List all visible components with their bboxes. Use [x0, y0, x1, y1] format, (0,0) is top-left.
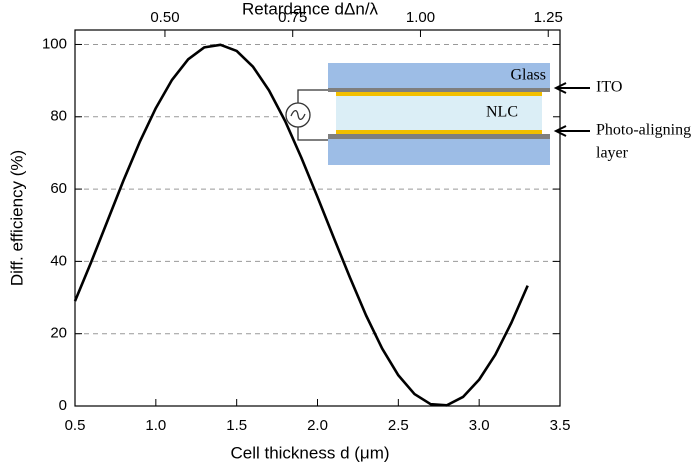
label-layer: layer	[596, 145, 629, 162]
ito	[328, 134, 550, 139]
x2-tick-label: 1.00	[406, 9, 435, 26]
ac-symbol	[290, 109, 306, 121]
label-glass: Glass	[510, 67, 546, 84]
x2-tick-label: 0.50	[150, 9, 179, 26]
ito	[328, 88, 550, 92]
inset-diagram: Glass ITO NLC Photo-aligning layer	[282, 56, 691, 172]
x-tick-label: 1.5	[226, 417, 247, 434]
glass	[328, 139, 550, 165]
x2-axis-label: Retardance dΔn/λ	[242, 0, 379, 18]
wire	[297, 89, 328, 141]
y-tick-label: 20	[50, 325, 67, 342]
x-tick-label: 3.5	[550, 417, 571, 434]
label-photo: Photo-aligning	[596, 122, 691, 139]
x2-tick-label: 0.75	[278, 9, 307, 26]
x2-tick-label: 1.25	[534, 9, 563, 26]
align-layer	[336, 92, 542, 96]
data-line	[73, 43, 529, 407]
arrow	[553, 82, 590, 94]
arrow	[553, 125, 590, 137]
glass	[328, 63, 550, 88]
align-layer	[336, 130, 542, 134]
label-ito: ITO	[596, 79, 622, 96]
x-tick-label: 2.0	[307, 417, 328, 434]
y-tick-label: 80	[50, 108, 67, 125]
nlc	[336, 96, 542, 130]
x-axis-label: Cell thickness d (μm)	[230, 443, 389, 462]
y-tick-label: 40	[50, 252, 67, 269]
x-tick-label: 0.5	[65, 417, 86, 434]
x-tick-label: 3.0	[469, 417, 490, 434]
y-tick-label: 100	[42, 35, 67, 52]
y-tick-label: 60	[50, 180, 67, 197]
x-tick-label: 2.5	[388, 417, 409, 434]
y-axis-label: Diff. efficiency (%)	[7, 150, 26, 286]
y-tick-label: 0	[59, 397, 67, 414]
label-nlc: NLC	[486, 104, 518, 121]
x-tick-label: 1.0	[145, 417, 166, 434]
